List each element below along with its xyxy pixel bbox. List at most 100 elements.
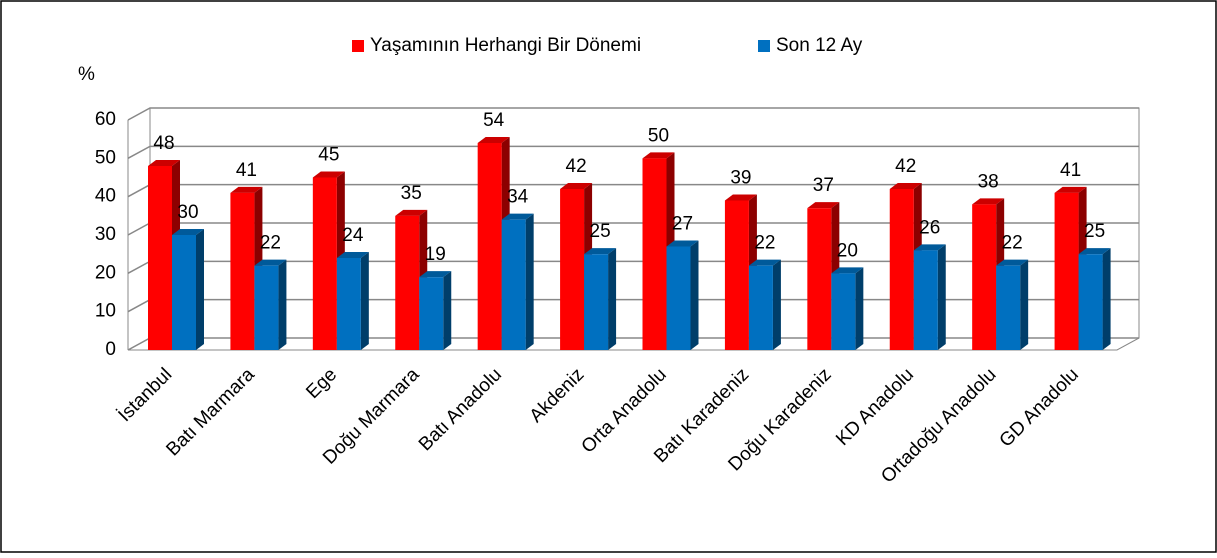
bar [254, 265, 279, 350]
bar-top [584, 248, 617, 255]
data-label: 48 [153, 133, 174, 154]
data-label: 34 [507, 187, 529, 208]
data-label: 54 [483, 110, 505, 131]
bar-top [1054, 186, 1087, 193]
y-tick-label: 0 [105, 339, 116, 360]
data-label: 19 [425, 244, 446, 265]
bar-3d [172, 229, 204, 350]
data-label: 22 [1002, 233, 1023, 254]
bar-3d [913, 244, 946, 350]
bar-3d [996, 259, 1029, 350]
bar [913, 250, 938, 350]
bar-side [1020, 259, 1029, 350]
bar-3d [501, 213, 534, 350]
y-axis-label: % [78, 64, 95, 85]
bar-top [312, 171, 345, 178]
bar-side [360, 252, 369, 350]
bar-top [395, 209, 428, 216]
bar [501, 219, 526, 350]
bar-top [501, 213, 534, 220]
bar [230, 192, 255, 350]
data-label: 22 [754, 233, 775, 254]
y-tick-label: 30 [95, 224, 116, 245]
y-tick-label: 40 [95, 186, 116, 207]
bar-3d [419, 271, 452, 350]
bar [148, 166, 172, 350]
data-label: 50 [648, 125, 669, 146]
data-label: 41 [1060, 160, 1081, 181]
bar-side [1102, 248, 1111, 350]
bar-top [831, 267, 864, 274]
data-label: 35 [401, 183, 422, 204]
bar [889, 189, 914, 350]
bar [1078, 254, 1103, 350]
bar-side [196, 229, 204, 350]
bar-top [807, 202, 840, 209]
bar [312, 177, 337, 350]
legend-swatch [352, 40, 364, 52]
data-label: 26 [919, 217, 940, 238]
data-label: 27 [672, 214, 693, 235]
bar-side [525, 213, 534, 350]
bar [666, 246, 691, 350]
data-label: 24 [342, 225, 364, 246]
bar-side [608, 248, 617, 350]
data-label: 38 [978, 171, 999, 192]
bar-top [642, 152, 675, 159]
bar-top [172, 229, 204, 235]
data-label: 41 [236, 160, 257, 181]
bar [172, 235, 196, 350]
bar-side [937, 244, 946, 350]
bar [336, 258, 361, 350]
bar [996, 265, 1021, 350]
legend-label: Yaşamının Herhangi Bir Dönemi [370, 35, 641, 56]
bar-3d [666, 240, 699, 350]
bar-side [278, 259, 287, 350]
bar-top [724, 194, 757, 201]
legend-swatch [758, 40, 770, 52]
legend-label: Son 12 Ay [776, 35, 863, 56]
bar-3d [748, 259, 781, 350]
bar-top [230, 186, 263, 193]
bar-3d [336, 252, 369, 350]
bar [972, 204, 997, 350]
bar-top [560, 183, 593, 189]
y-tick-label: 10 [95, 301, 116, 322]
bar [395, 215, 420, 350]
bar-top [336, 252, 369, 258]
bar-top [1078, 248, 1111, 255]
bar-side [855, 267, 864, 350]
bar [748, 265, 773, 350]
data-label: 39 [730, 168, 751, 189]
bar [560, 189, 585, 350]
bar-top [477, 137, 510, 143]
y-tick-label: 60 [95, 109, 116, 130]
bar-3d [477, 137, 510, 350]
bar-top [972, 198, 1005, 205]
data-label: 37 [813, 175, 834, 196]
bar [831, 273, 856, 350]
bar-top [419, 271, 452, 278]
bar [584, 254, 609, 350]
bar-top [148, 160, 180, 166]
bar-top [666, 240, 699, 247]
grid-line [127, 145, 1139, 159]
y-tick-label: 20 [95, 262, 116, 283]
bar-top [913, 244, 946, 251]
bar [807, 208, 832, 350]
bar-top [889, 183, 922, 189]
data-label: 25 [590, 221, 611, 242]
data-label: 42 [566, 156, 587, 177]
data-label: 20 [837, 240, 858, 261]
bar-3d [584, 248, 617, 350]
bar-3d [254, 259, 287, 350]
y-tick-label: 50 [95, 147, 116, 168]
bar [477, 143, 502, 350]
bar [724, 200, 749, 350]
bar-side [443, 271, 452, 350]
bar [642, 158, 667, 350]
bar-side [772, 259, 781, 350]
data-label: 25 [1084, 221, 1105, 242]
grid-line [127, 107, 1139, 121]
